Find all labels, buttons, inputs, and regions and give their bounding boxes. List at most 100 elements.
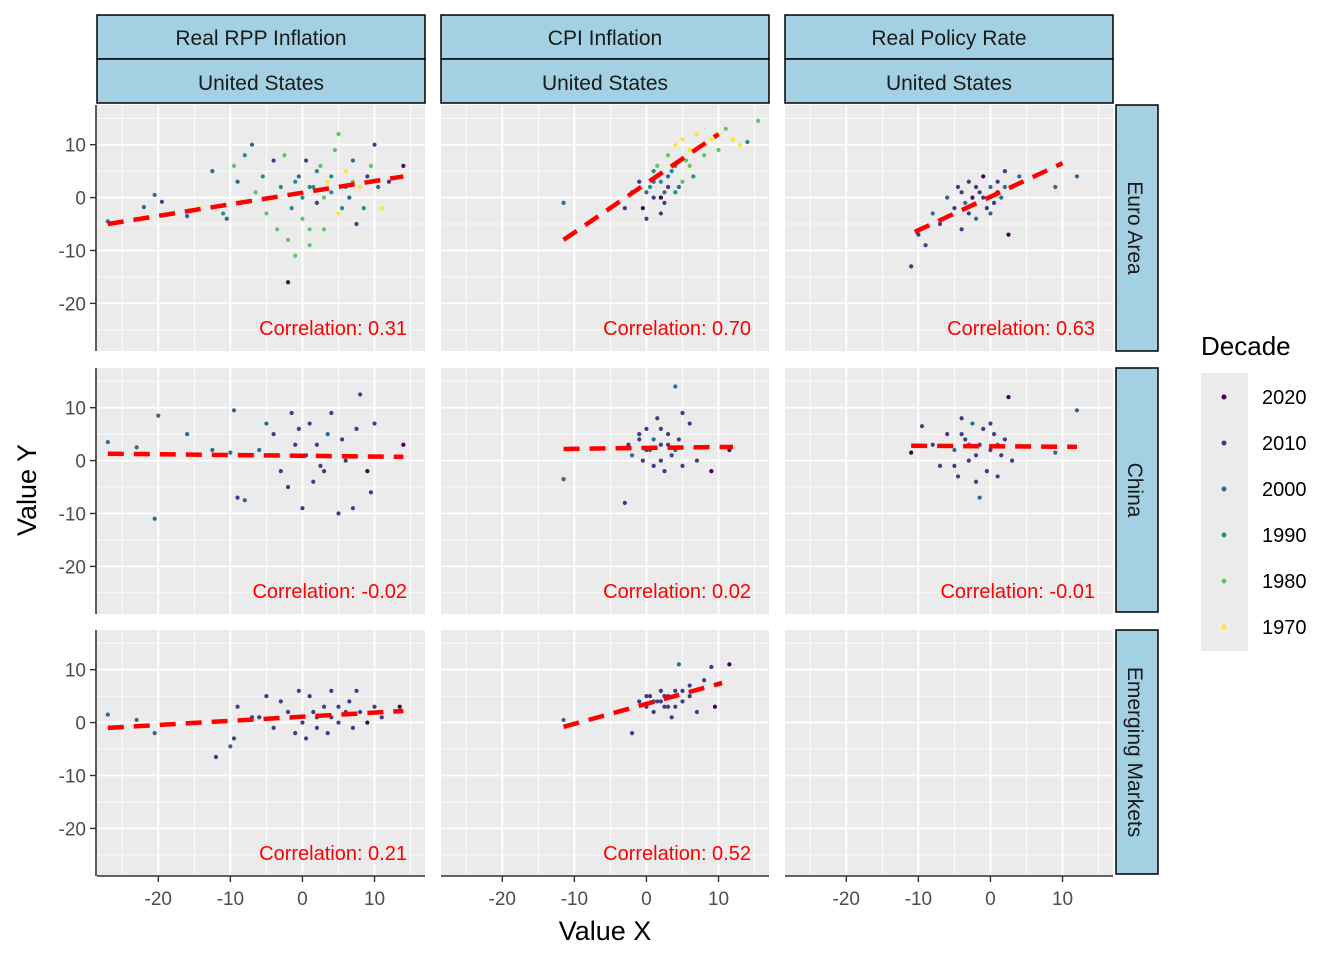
data-point xyxy=(379,206,384,211)
data-point xyxy=(730,137,736,142)
data-point xyxy=(676,662,681,667)
data-point xyxy=(973,453,979,458)
panel-r2-c2 xyxy=(785,630,1113,876)
y-tick-label: 10 xyxy=(65,661,86,682)
row-strip-label-1: China xyxy=(1123,463,1146,518)
data-point xyxy=(321,227,327,232)
data-point xyxy=(673,142,678,147)
data-point xyxy=(930,211,935,216)
data-point xyxy=(1053,184,1058,190)
data-point xyxy=(350,725,356,730)
data-point xyxy=(984,206,989,211)
x-tick-label: 0 xyxy=(297,889,308,910)
data-point xyxy=(673,688,678,693)
correlation-label: Correlation: 0.70 xyxy=(603,318,751,340)
data-point xyxy=(260,174,265,179)
data-point xyxy=(296,174,301,179)
data-point xyxy=(365,469,370,474)
data-point xyxy=(271,432,276,437)
data-point xyxy=(945,195,950,200)
y-axis-row-1: 10 0 -10 -20 xyxy=(59,368,97,614)
x-axis-col-1: -20 -10 0 10 xyxy=(441,875,769,910)
data-point xyxy=(640,458,645,463)
y-tick-label: -10 xyxy=(59,766,86,787)
data-point xyxy=(231,408,237,413)
legend-key-1990 xyxy=(1221,532,1227,538)
data-point xyxy=(1074,174,1080,179)
x-tick-label: 10 xyxy=(708,889,729,910)
data-point xyxy=(756,118,761,123)
legend-entry-1980: 1980 xyxy=(1221,571,1307,593)
panel-background xyxy=(441,630,769,876)
data-point xyxy=(644,190,649,195)
data-point xyxy=(152,192,157,198)
data-point xyxy=(952,447,957,453)
data-point xyxy=(647,184,653,190)
row-strip-bg-1 xyxy=(1115,367,1159,613)
data-point xyxy=(687,421,692,426)
data-point xyxy=(318,163,323,168)
data-point xyxy=(716,147,721,153)
data-point xyxy=(321,469,327,474)
panels: Correlation: 0.31 Correlation: 0.70 Correl… xyxy=(97,105,1113,876)
data-point xyxy=(307,421,312,426)
panel-r2-c1: Correlation: 0.52 xyxy=(441,630,769,876)
data-point xyxy=(966,458,971,463)
data-point xyxy=(637,179,642,184)
data-point xyxy=(293,253,298,258)
data-point xyxy=(988,211,993,216)
data-point xyxy=(134,445,139,450)
data-point xyxy=(637,699,642,704)
data-point xyxy=(658,426,663,431)
data-point xyxy=(909,450,914,455)
data-point xyxy=(1053,450,1058,455)
data-point xyxy=(655,163,660,168)
data-point xyxy=(970,195,975,200)
row-strips: Euro Area China Emerging Markets xyxy=(1115,104,1159,875)
data-point xyxy=(973,184,979,190)
data-point xyxy=(984,469,989,474)
trend-line xyxy=(107,708,404,731)
data-point xyxy=(673,190,678,195)
legend-label-2010: 2010 xyxy=(1262,433,1307,455)
data-point xyxy=(141,205,146,210)
data-point xyxy=(257,447,262,453)
y-tick-label: 0 xyxy=(75,714,86,735)
data-point xyxy=(343,169,348,174)
data-point xyxy=(303,158,309,163)
data-point xyxy=(365,174,370,179)
data-point xyxy=(745,139,750,145)
y-tick-label: 10 xyxy=(65,136,86,157)
data-point xyxy=(228,450,233,455)
data-point xyxy=(988,421,993,426)
data-point xyxy=(658,179,663,184)
data-point xyxy=(655,416,660,421)
y-tick-label: 0 xyxy=(75,452,86,473)
data-point xyxy=(329,410,334,416)
data-point xyxy=(368,163,374,168)
data-point xyxy=(973,216,979,221)
data-point xyxy=(358,184,363,190)
data-point xyxy=(694,709,700,715)
y-axis-title: Value Y xyxy=(12,444,42,536)
data-point xyxy=(307,694,312,699)
legend-label-2000: 2000 xyxy=(1262,479,1307,501)
data-point xyxy=(350,506,356,511)
panel-r2-c0: Correlation: 0.21 xyxy=(97,630,425,876)
legend-label-1970: 1970 xyxy=(1262,617,1307,639)
y-axis-row-0: 10 0 -10 -20 xyxy=(59,105,97,351)
data-point xyxy=(210,447,215,453)
legend-entry-2020: 2020 xyxy=(1221,387,1307,409)
data-point xyxy=(300,506,305,511)
legend-entry-2010: 2010 xyxy=(1221,433,1307,455)
data-point xyxy=(963,437,968,442)
data-point xyxy=(963,200,968,205)
data-point xyxy=(665,432,671,437)
country-strip-label-0: United States xyxy=(198,72,324,95)
data-point xyxy=(923,243,928,248)
x-tick-label: 10 xyxy=(1052,889,1073,910)
legend-entry-1990: 1990 xyxy=(1221,525,1307,547)
x-tick-label: 0 xyxy=(985,889,996,910)
data-point xyxy=(977,495,982,500)
data-point xyxy=(988,447,993,453)
